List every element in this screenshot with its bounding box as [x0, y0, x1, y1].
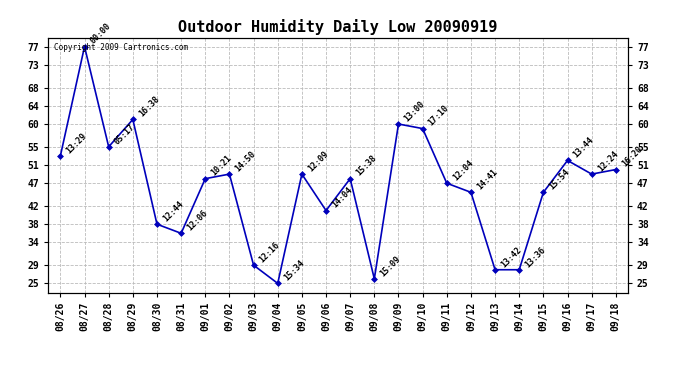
Text: 12:09: 12:09: [306, 149, 330, 173]
Text: 13:36: 13:36: [524, 245, 547, 269]
Text: 13:44: 13:44: [572, 136, 595, 160]
Text: 12:16: 12:16: [258, 240, 282, 264]
Text: 05:17: 05:17: [113, 122, 137, 146]
Text: 10:21: 10:21: [210, 154, 233, 178]
Text: 00:00: 00:00: [89, 22, 112, 46]
Text: 13:29: 13:29: [65, 131, 88, 155]
Text: 16:38: 16:38: [137, 94, 161, 118]
Text: 13:00: 13:00: [403, 99, 426, 123]
Text: 15:34: 15:34: [282, 259, 306, 283]
Text: 14:50: 14:50: [234, 149, 257, 173]
Text: 14:41: 14:41: [475, 168, 499, 192]
Text: 14:04: 14:04: [331, 186, 354, 210]
Text: 17:10: 17:10: [427, 104, 451, 128]
Title: Outdoor Humidity Daily Low 20090919: Outdoor Humidity Daily Low 20090919: [179, 19, 497, 35]
Text: 12:24: 12:24: [596, 149, 620, 173]
Text: 16:20: 16:20: [620, 145, 644, 169]
Text: 15:38: 15:38: [355, 154, 378, 178]
Text: 12:44: 12:44: [161, 200, 185, 223]
Text: 12:06: 12:06: [186, 209, 209, 232]
Text: 12:04: 12:04: [451, 158, 475, 182]
Text: 15:09: 15:09: [379, 254, 402, 278]
Text: Copyright 2009 Cartronics.com: Copyright 2009 Cartronics.com: [54, 43, 188, 52]
Text: 13:42: 13:42: [500, 245, 523, 269]
Text: 15:54: 15:54: [548, 168, 571, 192]
